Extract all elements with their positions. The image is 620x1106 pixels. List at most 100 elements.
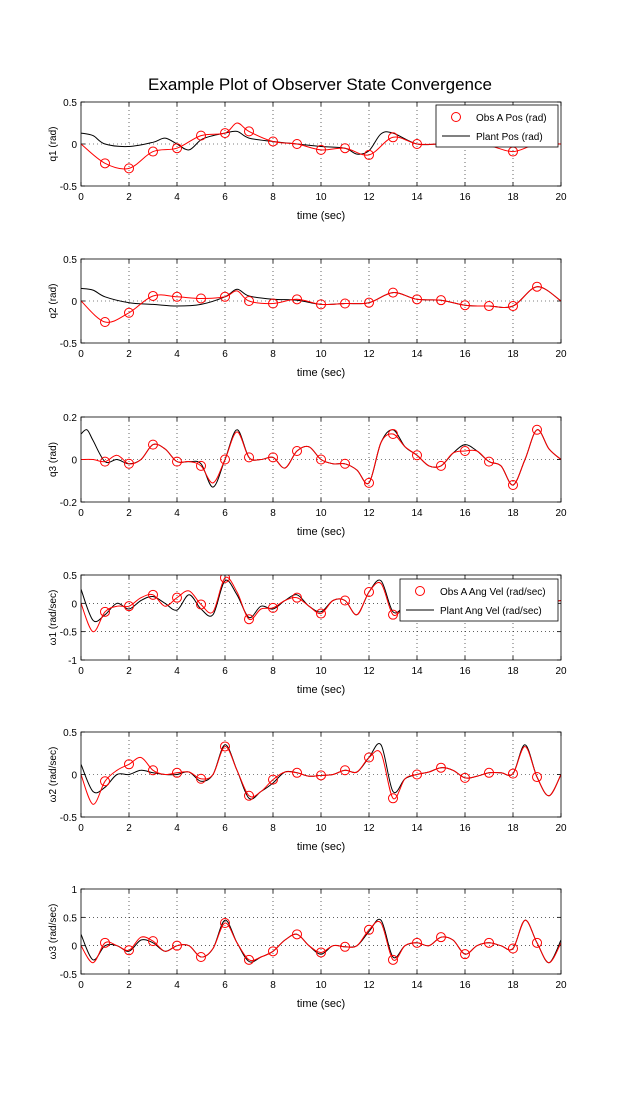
data-point xyxy=(148,765,158,776)
data-point xyxy=(532,772,542,783)
data-point xyxy=(100,776,110,787)
axes-frame xyxy=(80,888,562,975)
data-point xyxy=(316,947,326,958)
data-point xyxy=(484,301,494,312)
data-point xyxy=(172,456,182,467)
y-tick-label: 0 xyxy=(71,942,77,953)
data-point xyxy=(508,768,518,779)
data-point xyxy=(172,143,182,154)
x-tick-label: 6 xyxy=(222,349,228,360)
x-tick-label: 16 xyxy=(459,666,471,677)
data-point xyxy=(220,454,230,465)
data-point xyxy=(460,949,470,960)
data-point xyxy=(364,587,374,597)
data-point xyxy=(388,609,398,620)
x-tick-label: 20 xyxy=(555,349,567,360)
data-point xyxy=(316,770,326,781)
data-point xyxy=(244,614,254,625)
data-point xyxy=(292,592,302,603)
data-point xyxy=(508,480,518,490)
x-tick-label: 0 xyxy=(78,508,84,519)
data-point xyxy=(508,943,518,954)
data-point xyxy=(172,291,182,302)
x-tick-label: 20 xyxy=(555,192,567,203)
y-axis-label: q1 (rad) xyxy=(48,126,59,161)
y-tick-label: -0.5 xyxy=(60,339,78,350)
series-line xyxy=(81,919,561,964)
data-point xyxy=(220,128,230,139)
data-point xyxy=(412,139,422,149)
y-tick-label: 0 xyxy=(71,771,77,782)
series-line xyxy=(81,286,561,323)
series-layer xyxy=(81,424,561,490)
x-tick-label: 12 xyxy=(363,980,375,991)
axes-frame xyxy=(80,416,562,503)
data-point xyxy=(340,298,350,309)
data-point xyxy=(220,918,230,928)
x-tick-label: 14 xyxy=(411,823,423,834)
y-tick-label: 0.5 xyxy=(63,571,77,582)
y-tick-label: -0.5 xyxy=(60,628,78,639)
x-tick-label: 18 xyxy=(507,980,519,991)
data-point xyxy=(460,300,470,311)
data-point xyxy=(172,767,182,778)
x-tick-label: 4 xyxy=(174,666,180,677)
y-axis-label: ω2 (rad/sec) xyxy=(48,747,59,803)
data-point xyxy=(148,290,158,301)
x-tick-label: 20 xyxy=(555,823,567,834)
y-tick-label: 1 xyxy=(71,885,77,896)
data-point xyxy=(196,460,206,471)
x-tick-label: 0 xyxy=(78,666,84,677)
legend-marker xyxy=(415,586,425,596)
x-axis-label: time (sec) xyxy=(297,684,345,696)
data-point xyxy=(292,139,302,149)
axes-frame xyxy=(80,574,562,661)
x-tick-label: 4 xyxy=(174,192,180,203)
data-point xyxy=(124,759,134,770)
data-point xyxy=(100,158,110,169)
y-axis-label: q3 (rad) xyxy=(48,442,59,477)
data-point xyxy=(484,937,494,948)
data-point xyxy=(364,477,374,488)
y-tick-label: 0 xyxy=(71,297,77,308)
x-tick-label: 6 xyxy=(222,508,228,519)
data-point xyxy=(268,298,278,309)
data-point xyxy=(436,762,446,773)
data-point xyxy=(124,601,134,612)
y-axis-label: ω3 (rad/sec) xyxy=(48,904,59,960)
y-tick-label: 0 xyxy=(71,599,77,610)
x-tick-label: 18 xyxy=(507,508,519,519)
x-tick-label: 2 xyxy=(126,508,132,519)
x-tick-label: 10 xyxy=(315,823,327,834)
legend-box xyxy=(399,578,559,622)
data-point xyxy=(124,945,134,956)
data-point xyxy=(196,293,206,304)
series-layer xyxy=(81,281,561,327)
y-tick-label: -1 xyxy=(68,656,77,667)
data-point xyxy=(436,460,446,471)
series-line xyxy=(81,429,561,486)
data-point xyxy=(292,294,302,305)
data-point xyxy=(532,281,542,292)
legend: Obs A Pos (rad) Plant Pos (rad) xyxy=(435,104,559,148)
y-tick-label: -0.5 xyxy=(60,182,78,193)
y-axis-label: ω1 (rad/sec) xyxy=(48,590,59,646)
x-tick-label: 12 xyxy=(363,508,375,519)
x-tick-label: 6 xyxy=(222,666,228,677)
data-point xyxy=(364,149,374,160)
data-point xyxy=(412,937,422,948)
y-tick-label: 0.5 xyxy=(63,255,77,266)
data-point xyxy=(268,452,278,463)
x-tick-label: 0 xyxy=(78,349,84,360)
figure-title: Example Plot of Observer State Convergen… xyxy=(148,75,492,94)
x-axis-label: time (sec) xyxy=(297,367,345,379)
data-point xyxy=(196,952,206,962)
data-point xyxy=(268,602,278,613)
data-point xyxy=(316,608,326,619)
x-tick-label: 10 xyxy=(315,666,327,677)
data-point xyxy=(220,575,230,583)
data-point xyxy=(196,773,206,784)
data-point xyxy=(340,143,350,154)
data-point xyxy=(196,130,206,141)
